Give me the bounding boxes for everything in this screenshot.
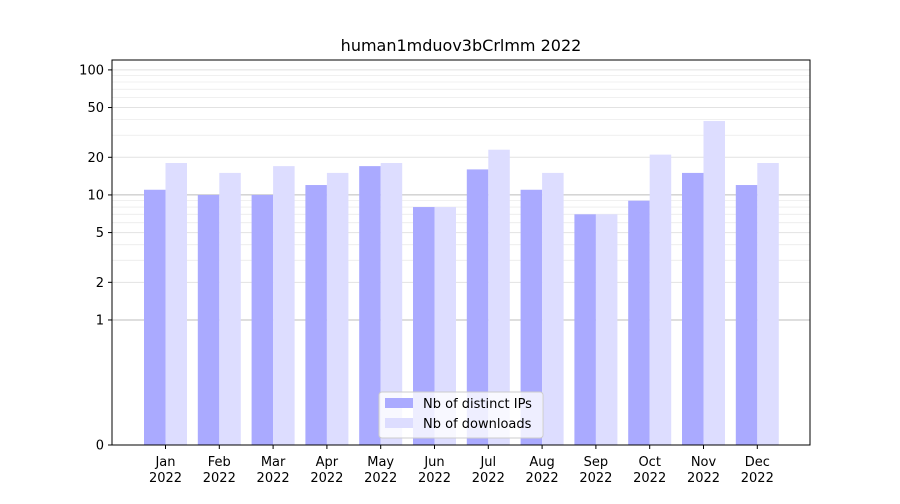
x-tick-label: Sep 2022: [579, 455, 612, 486]
x-tick-label-line: May: [367, 455, 394, 470]
x-tick-label-line: Mar: [261, 455, 286, 470]
x-tick-label: Mar 2022: [257, 455, 290, 486]
bar-distinct-ips: [574, 214, 596, 445]
bar-downloads: [326, 172, 349, 445]
x-tick-label: Oct 2022: [633, 455, 666, 486]
x-tick-label-line: 2022: [310, 471, 343, 486]
bar-downloads: [434, 207, 456, 445]
bar-downloads: [542, 172, 564, 445]
x-tick-label: Nov 2022: [687, 455, 720, 486]
chart-title: human1mduov3bCrlmm 2022: [341, 36, 582, 55]
x-tick-label: Apr 2022: [310, 455, 343, 486]
legend-label: Nb of downloads: [423, 417, 532, 432]
y-tick-label: 2: [96, 276, 104, 291]
x-tick-label: May 2022: [364, 455, 397, 486]
bar-downloads: [273, 166, 295, 445]
x-tick-label-line: 2022: [203, 471, 236, 486]
bar-distinct-ips: [735, 185, 758, 445]
legend-box: [378, 391, 544, 439]
x-tick-label-line: 2022: [526, 471, 559, 486]
x-tick-label-line: 2022: [257, 471, 290, 486]
bar-downloads: [165, 163, 187, 445]
y-axis: 0 1 2 5 10 20 50 100: [79, 63, 112, 454]
bar-distinct-ips: [359, 166, 381, 445]
x-tick-label-line: Apr: [316, 455, 339, 470]
x-tick-label-line: 2022: [633, 471, 666, 486]
x-tick-label-line: Jun: [423, 455, 444, 470]
bar-distinct-ips: [682, 172, 704, 445]
x-tick-label-line: Nov: [691, 455, 717, 470]
x-tick-label-line: Jul: [479, 455, 496, 470]
legend: Nb of distinct IPs Nb of downloads: [378, 391, 544, 439]
x-tick-label: Aug 2022: [526, 455, 559, 486]
legend-swatch: [385, 418, 413, 428]
x-tick-label-line: Aug: [529, 455, 554, 470]
bar-downloads: [488, 149, 510, 446]
x-tick-label-line: 2022: [687, 471, 720, 486]
x-tick-label-line: 2022: [579, 471, 612, 486]
x-tick-label-line: 2022: [418, 471, 451, 486]
bar-distinct-ips: [466, 169, 489, 445]
x-tick-label-line: Jan: [154, 455, 175, 470]
x-tick-label: Dec 2022: [741, 455, 774, 486]
x-tick-label-line: Oct: [638, 455, 660, 470]
bar-distinct-ips: [305, 185, 327, 445]
x-tick-label: Feb 2022: [203, 455, 236, 486]
bars: [144, 121, 779, 446]
y-tick-label: 10: [87, 188, 104, 203]
legend-swatch: [385, 398, 413, 408]
y-tick-label: 100: [79, 63, 104, 78]
legend-label: Nb of distinct IPs: [423, 397, 532, 412]
bar-downloads: [757, 163, 779, 445]
x-tick-label-line: Feb: [208, 455, 231, 470]
bar-distinct-ips: [251, 194, 274, 445]
bar-downloads: [380, 163, 403, 445]
y-tick-label: 20: [87, 151, 104, 166]
bar-downloads: [219, 172, 241, 445]
y-tick-label: 50: [87, 101, 104, 116]
y-tick-label: 1: [96, 313, 104, 328]
x-tick-label-line: Sep: [584, 455, 609, 470]
x-tick-label: Jun 2022: [418, 455, 451, 486]
bar-downloads: [649, 154, 672, 446]
x-tick-label-line: 2022: [149, 471, 182, 486]
bar-distinct-ips: [197, 194, 220, 445]
x-tick-label-line: 2022: [364, 471, 397, 486]
x-tick-label-line: 2022: [741, 471, 774, 486]
bar-distinct-ips: [628, 200, 650, 445]
bar-distinct-ips: [520, 189, 543, 445]
x-tick-label-line: 2022: [472, 471, 505, 486]
bar-distinct-ips: [144, 189, 166, 445]
y-tick-label: 5: [96, 226, 104, 241]
plot-frame: [111, 59, 811, 446]
bar-downloads: [595, 214, 618, 445]
bar-distinct-ips: [413, 207, 435, 445]
x-tick-label: Jul 2022: [472, 455, 505, 486]
y-tick-label: 0: [96, 439, 104, 454]
bar-downloads: [703, 121, 725, 446]
x-tick-label-line: Dec: [745, 455, 770, 470]
x-tick-label: Jan 2022: [149, 455, 182, 486]
